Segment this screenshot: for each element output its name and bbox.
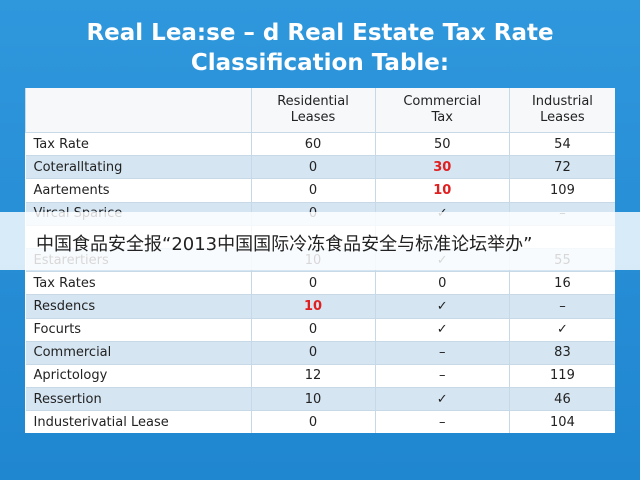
cell: 50 bbox=[374, 131, 510, 156]
cell: 119 bbox=[508, 363, 615, 388]
cell: ✓ bbox=[374, 294, 510, 318]
header-cell: Commercial Tax bbox=[374, 88, 510, 133]
row-label: Industerivatial Lease bbox=[25, 410, 251, 434]
title: Real Lea:se – d Real Estate Tax Rate Cla… bbox=[0, 18, 640, 78]
cell: 10 bbox=[250, 294, 376, 318]
cell: – bbox=[374, 410, 510, 434]
cell: – bbox=[374, 340, 510, 365]
row: Coteralltating 0 30 72 bbox=[25, 155, 615, 179]
title-line: Classification Table: bbox=[190, 50, 450, 76]
row: Resdencs 10 ✓ – bbox=[25, 294, 615, 318]
header-row: Residential Leases Commercial Tax Indust… bbox=[25, 88, 615, 133]
cell: 0 bbox=[250, 340, 376, 365]
header-cell: Industrial Leases bbox=[508, 88, 615, 133]
cell: ✓ bbox=[374, 317, 510, 342]
row: Ressertion 10 ✓ 46 bbox=[25, 387, 615, 411]
cell: – bbox=[374, 363, 510, 388]
cell: ✓ bbox=[508, 317, 615, 342]
cell: 72 bbox=[508, 155, 615, 179]
cell: 60 bbox=[250, 131, 376, 156]
cell: 10 bbox=[374, 178, 510, 203]
row: Commercial 0–83 bbox=[25, 340, 615, 365]
cell: 83 bbox=[508, 340, 615, 365]
cell: ✓ bbox=[374, 387, 510, 411]
cell: 16 bbox=[508, 271, 615, 295]
header-cell: Residential Leases bbox=[250, 88, 376, 133]
cell: 0 bbox=[250, 178, 376, 203]
cell: 46 bbox=[508, 387, 615, 411]
row-label: Aprictology bbox=[25, 363, 251, 388]
row: Aprictology 12–119 bbox=[25, 363, 615, 388]
cell: – bbox=[508, 294, 615, 318]
row-label: Tax Rates bbox=[25, 271, 251, 295]
row: Aartements 0 10 109 bbox=[25, 178, 615, 203]
cell: 54 bbox=[508, 131, 615, 156]
cell: 0 bbox=[250, 317, 376, 342]
row-label: Aartements bbox=[25, 178, 251, 203]
row-label: Focurts bbox=[25, 317, 251, 342]
cell: 0 bbox=[250, 271, 376, 295]
cell: 30 bbox=[374, 155, 510, 179]
row-label: Tax Rate bbox=[25, 131, 251, 156]
cell: 10 bbox=[250, 387, 376, 411]
cell: 12 bbox=[250, 363, 376, 388]
cell: 0 bbox=[250, 155, 376, 179]
row-label: Coteralltating bbox=[25, 155, 251, 179]
header-cell bbox=[25, 88, 251, 133]
banner-text: 中国食品安全报“2013中国国际冷冻食品安全与标准论坛举办” bbox=[36, 234, 533, 255]
title-line: Real Lea:se – d Real Estate Tax Rate bbox=[86, 20, 554, 46]
row: Tax Rates 0 0 16 bbox=[25, 271, 615, 295]
row: Industerivatial Lease 0–104 bbox=[25, 410, 615, 434]
row-label: Commercial bbox=[25, 340, 251, 365]
cell: 104 bbox=[508, 410, 615, 434]
cell: 0 bbox=[374, 271, 510, 295]
banner: 中国食品安全报“2013中国国际冷冻食品安全与标准论坛举办” bbox=[0, 212, 640, 270]
cell: 109 bbox=[508, 178, 615, 203]
row-label: Ressertion bbox=[25, 387, 251, 411]
row-label: Resdencs bbox=[25, 294, 251, 318]
cell: 0 bbox=[250, 410, 376, 434]
row: Focurts 0 ✓ ✓ bbox=[25, 317, 615, 342]
row: Tax Rate 60 50 54 bbox=[25, 131, 615, 156]
